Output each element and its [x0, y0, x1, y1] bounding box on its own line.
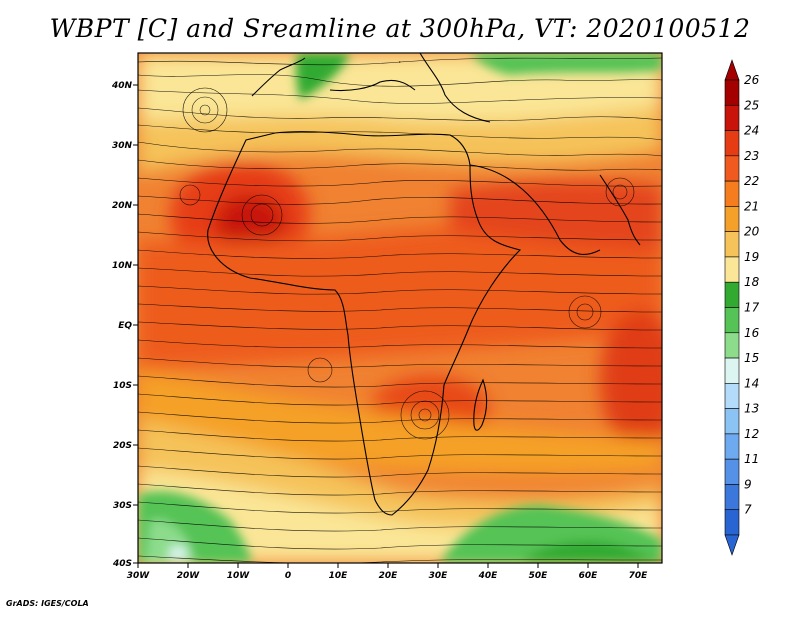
lat-label: 10N: [112, 261, 133, 271]
lon-label: 0: [285, 571, 291, 581]
lon-label: 30E: [429, 571, 449, 581]
lon-label: 20E: [379, 571, 399, 581]
colorbar-swatch: [724, 484, 740, 511]
lon-label: 70E: [629, 571, 649, 581]
cool-air-regions: [138, 53, 662, 563]
colorbar-min-arrow: [724, 534, 740, 556]
colorbar-swatch: [724, 231, 740, 258]
colorbar-swatch: [724, 180, 740, 207]
lat-label: 40N: [111, 81, 133, 91]
lon-label: 50E: [529, 571, 549, 581]
colorbar-label: 16: [744, 326, 760, 340]
lon-label: 10E: [329, 571, 349, 581]
lat-label: 30N: [112, 141, 133, 151]
colorbar-swatch: [724, 357, 740, 384]
colorbar-label: 7: [744, 503, 752, 517]
colorbar-swatch: [724, 307, 740, 334]
colorbar-label: 22: [744, 174, 759, 188]
map-plot-area: [138, 53, 662, 563]
latitude-axis: 40N 30N 20N 10N EQ 10S 20S 30S 40S: [111, 81, 138, 569]
colorbar-label: 19: [744, 250, 759, 264]
colorbar-label: 11: [744, 452, 759, 466]
colorbar-label: 21: [744, 199, 759, 213]
colorbar-swatch: [724, 332, 740, 359]
colorbar-label: 25: [744, 98, 759, 112]
colorbar-swatch: [724, 458, 740, 485]
colorbar-swatch: [724, 104, 740, 131]
lon-label: 40E: [478, 571, 499, 581]
lon-label: 30W: [127, 571, 151, 581]
coastlines: [207, 53, 641, 516]
colorbar-swatch: [724, 281, 740, 308]
colorbar-swatch: [724, 155, 740, 182]
colorbar-label: 23: [744, 149, 759, 163]
lon-label: 20W: [177, 571, 201, 581]
colorbar-label: 18: [744, 275, 760, 289]
colorbar-label: 26: [744, 73, 760, 87]
map-frame: [137, 52, 663, 564]
lat-label: 40S: [112, 559, 132, 569]
lat-label: 30S: [113, 501, 132, 511]
colorbar-swatch: [724, 256, 740, 283]
longitude-axis: 30W 20W 10W 0 10E 20E 30E 40E 50E 60E 70…: [127, 563, 648, 581]
colorbar-label: 13: [744, 402, 759, 416]
colorbar-max-arrow: [724, 59, 740, 81]
lon-label: 10W: [227, 571, 251, 581]
colorbar-swatch: [724, 408, 740, 435]
colorbar-label: 14: [744, 376, 759, 390]
credit-text: GrADS: IGES/COLA: [6, 599, 89, 608]
map-title: WBPT [C] and Sreamline at 300hPa, VT: 20…: [49, 14, 751, 43]
colorbar-swatch: [724, 130, 740, 157]
lat-label: 20N: [112, 201, 133, 211]
colorbar-label: 20: [744, 225, 760, 239]
colorbar-label: 12: [744, 427, 759, 441]
colorbar-label: 24: [744, 124, 759, 138]
colorbar-swatch: [724, 433, 740, 460]
lat-label: 10S: [113, 381, 132, 391]
colorbar-label: 17: [744, 301, 760, 315]
colorbar-swatch: [724, 79, 740, 106]
colorbar: 26 25 24 23 22 21 20 19 18 17 16 15 14 13 12 11 9 7: [724, 59, 760, 556]
colorbar-swatch: [724, 383, 740, 409]
lat-label: 20S: [113, 441, 132, 451]
lon-label: 60E: [579, 571, 599, 581]
colorbar-swatch: [724, 509, 740, 536]
lat-label: EQ: [118, 321, 132, 331]
colorbar-swatch: [724, 206, 740, 232]
colorbar-label: 9: [744, 477, 752, 491]
colorbar-label: 15: [744, 351, 759, 365]
